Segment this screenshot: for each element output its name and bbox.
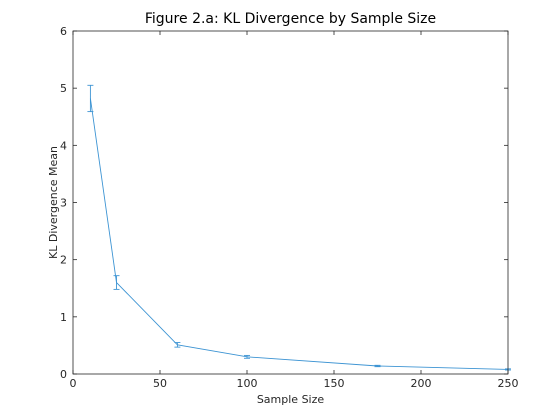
- error-bar: [87, 84, 94, 113]
- x-tick-label: 100: [237, 377, 258, 390]
- error-bar: [244, 354, 250, 359]
- chart-title: Figure 2.a: KL Divergence by Sample Size: [145, 11, 436, 27]
- y-tick-label: 4: [60, 139, 67, 152]
- y-tick-label: 5: [60, 82, 67, 95]
- y-tick-label: 2: [60, 254, 67, 267]
- series-layer: [87, 84, 511, 371]
- x-axis-label: Sample Size: [257, 393, 325, 406]
- x-tick-label: 150: [324, 377, 345, 390]
- x-tick-label: 250: [498, 377, 519, 390]
- y-tick-label: 0: [60, 368, 67, 381]
- y-tick-label: 1: [60, 311, 67, 324]
- error-bar: [174, 342, 181, 348]
- x-tick-label: 200: [411, 377, 432, 390]
- y-tick-label: 3: [60, 197, 67, 210]
- error-bar: [374, 364, 381, 368]
- series-line: [89, 98, 509, 370]
- plot-area: [73, 31, 508, 374]
- x-tick-label: 50: [153, 377, 167, 390]
- y-tick-label: 6: [60, 25, 67, 38]
- error-bar: [113, 275, 120, 290]
- x-tick-label: 0: [70, 377, 77, 390]
- axes-layer: 0 50 100 150 200 250 0 1 2 3 4 5 6: [60, 25, 519, 390]
- y-axis-label: KL Divergence Mean: [47, 146, 60, 259]
